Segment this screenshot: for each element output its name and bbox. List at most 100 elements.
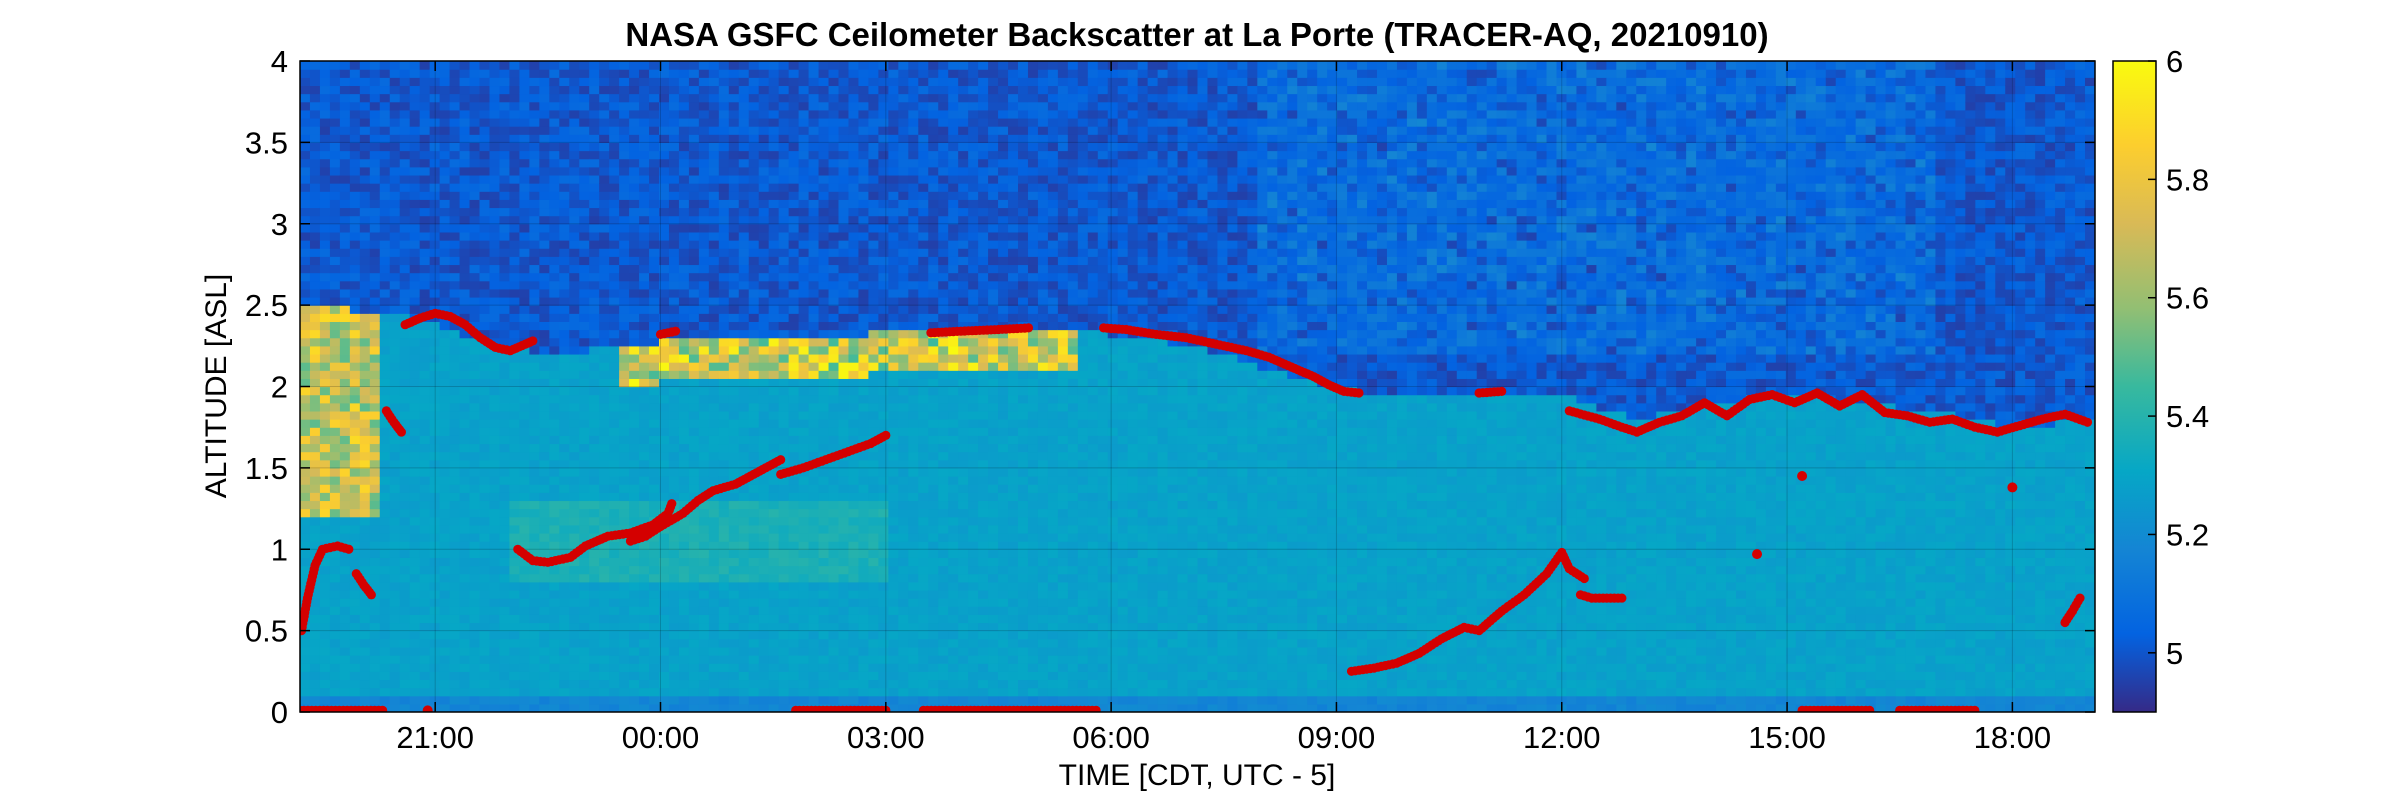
heatmap-cell	[629, 402, 640, 412]
heatmap-cell	[738, 69, 750, 78]
heatmap-cell	[389, 207, 401, 217]
heatmap-cell	[639, 329, 650, 339]
heatmap-cell	[718, 476, 730, 485]
heatmap-cell	[489, 500, 501, 510]
heatmap-cell	[768, 622, 780, 632]
heatmap-cell	[589, 93, 600, 103]
heatmap-cell	[808, 646, 820, 656]
heatmap-cell	[599, 630, 610, 640]
heatmap-cell	[798, 508, 810, 518]
heatmap-cell	[798, 557, 810, 567]
heatmap-cell	[359, 296, 371, 306]
heatmap-cell	[339, 158, 351, 168]
heatmap-cell	[499, 142, 511, 152]
heatmap-cell	[329, 508, 341, 518]
heatmap-cell	[439, 288, 451, 298]
heatmap-cell	[659, 183, 670, 192]
heatmap-cell	[379, 223, 391, 233]
heatmap-cell	[409, 589, 421, 599]
heatmap-cell	[908, 695, 919, 705]
heatmap-cell	[738, 117, 750, 127]
heatmap-cell	[300, 77, 311, 87]
heatmap-cell	[758, 614, 770, 624]
heatmap-cell	[649, 606, 660, 615]
heatmap-cell	[429, 467, 441, 477]
heatmap-cell	[329, 174, 341, 184]
heatmap-cell	[469, 630, 481, 640]
heatmap-cell	[609, 655, 620, 664]
heatmap-cell	[419, 524, 431, 534]
heatmap-cell	[539, 215, 550, 225]
heatmap-cell	[609, 581, 620, 591]
heatmap-cell	[619, 288, 630, 298]
heatmap-cell	[589, 272, 600, 282]
heatmap-cell	[519, 435, 530, 445]
heatmap-cell	[848, 183, 860, 192]
heatmap-cell	[778, 687, 790, 697]
heatmap-cell	[888, 451, 899, 461]
heatmap-cell	[868, 614, 879, 624]
heatmap-cell	[768, 272, 780, 282]
heatmap-cell	[868, 679, 879, 689]
heatmap-cell	[848, 264, 860, 274]
heatmap-cell	[639, 573, 650, 583]
heatmap-cell	[409, 272, 421, 282]
heatmap-cell	[908, 61, 919, 70]
heatmap-cell	[459, 191, 471, 200]
heatmap-cell	[499, 329, 511, 339]
heatmap-cell	[619, 451, 630, 461]
heatmap-cell	[569, 427, 580, 436]
heatmap-cell	[678, 191, 690, 200]
heatmap-cell	[808, 256, 820, 266]
heatmap-cell	[748, 435, 760, 445]
heatmap-cell	[778, 296, 790, 306]
heatmap-cell	[309, 394, 321, 404]
heatmap-cell	[788, 337, 800, 347]
heatmap-cell	[718, 581, 730, 591]
heatmap-cell	[429, 183, 441, 192]
heatmap-cell	[828, 419, 840, 428]
heatmap-cell	[379, 549, 391, 558]
heatmap-cell	[339, 166, 351, 176]
heatmap-cell	[818, 524, 830, 534]
heatmap-cell	[738, 248, 750, 257]
heatmap-cell	[300, 321, 311, 331]
heatmap-cell	[300, 484, 311, 493]
heatmap-cell	[888, 231, 899, 241]
heatmap-cell	[319, 614, 331, 624]
heatmap-cell	[329, 427, 341, 436]
heatmap-cell	[698, 622, 710, 632]
heatmap-cell	[858, 142, 870, 152]
heatmap-cell	[838, 476, 850, 485]
heatmap-cell	[748, 158, 760, 168]
heatmap-cell	[429, 231, 441, 241]
heatmap-cell	[409, 484, 421, 493]
heatmap-cell	[559, 427, 570, 436]
heatmap-cell	[798, 402, 810, 412]
heatmap-cell	[539, 117, 550, 127]
heatmap-cell	[309, 687, 321, 697]
heatmap-cell	[698, 541, 710, 550]
heatmap-cell	[309, 166, 321, 176]
heatmap-cell	[629, 215, 640, 225]
heatmap-cell	[589, 695, 600, 705]
heatmap-cell	[559, 305, 570, 314]
heatmap-cell	[489, 313, 501, 322]
heatmap-cell	[379, 166, 391, 176]
heatmap-cell	[369, 541, 381, 550]
heatmap-cell	[778, 378, 790, 388]
heatmap-cell	[459, 378, 471, 388]
heatmap-cell	[329, 117, 341, 127]
heatmap-cell	[389, 174, 401, 184]
heatmap-cell	[319, 215, 331, 225]
heatmap-cell	[639, 61, 650, 70]
heatmap-cell	[668, 191, 680, 200]
heatmap-cell	[768, 435, 780, 445]
heatmap-cell	[828, 557, 840, 567]
heatmap-cell	[309, 508, 321, 518]
heatmap-cell	[639, 134, 650, 143]
heatmap-cell	[639, 321, 650, 331]
heatmap-cell	[808, 435, 820, 445]
heatmap-cell	[439, 321, 451, 331]
heatmap-cell	[399, 288, 411, 298]
